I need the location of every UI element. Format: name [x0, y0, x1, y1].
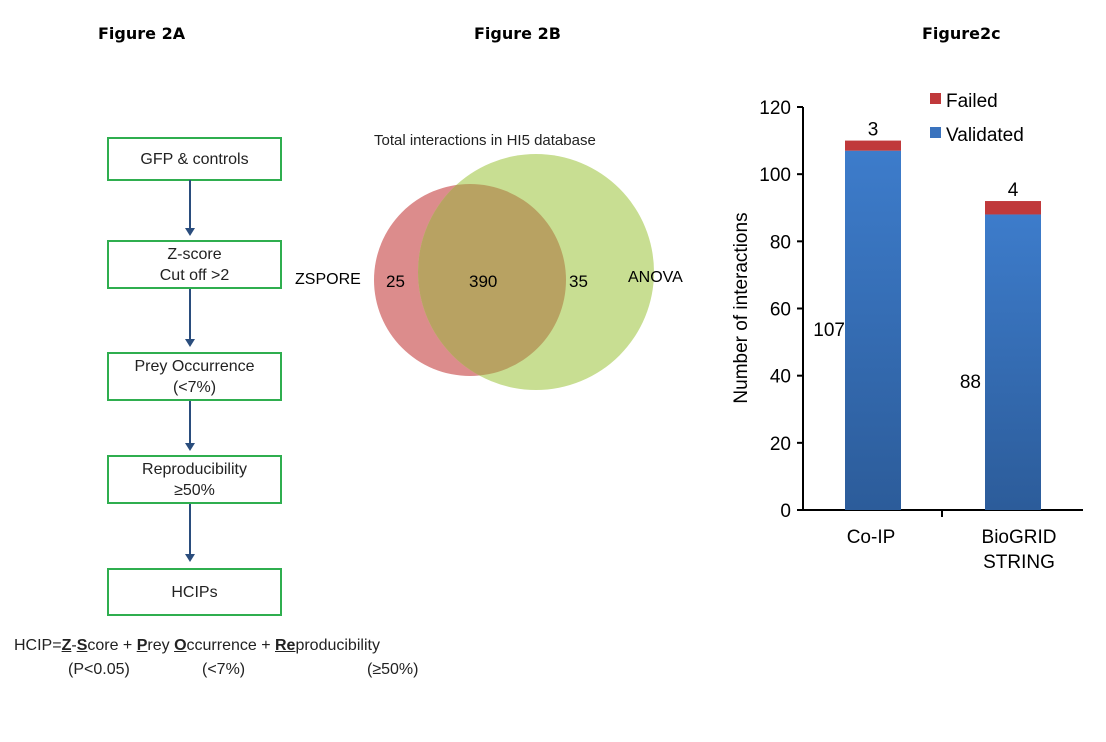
formula-part: rey — [147, 637, 175, 654]
venn-left-count: 25 — [386, 272, 405, 291]
formula-part: - — [71, 637, 77, 654]
formula-part: O — [174, 637, 187, 654]
step-line: Cut off >2 — [159, 266, 230, 284]
figure-2c-title: Figure2c — [922, 24, 1001, 43]
formula-part: S — [76, 637, 88, 654]
data-label-validated: 88 — [960, 372, 981, 393]
y-axis-label: Number of interactions — [731, 212, 752, 403]
flow-step-hcips: HCIPs — [107, 568, 282, 616]
step-line: Reproducibility — [142, 460, 247, 478]
formula-part: ccurrence + — [186, 637, 275, 654]
data-label-failed: 3 — [868, 120, 879, 141]
flow-step-zscore: Z-score Cut off >2 — [107, 240, 282, 289]
hcip-formula: HCIP=Z-Score + Prey Occurrence + Reprodu… — [14, 637, 380, 655]
legend-label: Validated — [946, 125, 1024, 146]
x-tick-label: STRING — [983, 552, 1055, 573]
y-tick-label: 20 — [770, 434, 791, 455]
y-tick-label: 0 — [780, 501, 791, 522]
formula-part: HCIP= — [14, 637, 62, 654]
legend-label: Failed — [946, 91, 998, 112]
arrow-down-icon — [185, 401, 195, 451]
figure-2b-title: Figure 2B — [474, 24, 561, 43]
venn-right-count: 35 — [569, 272, 588, 291]
y-tick-label: 60 — [770, 300, 791, 321]
y-tick-label: 100 — [759, 165, 791, 186]
step-line: ≥50% — [174, 481, 215, 499]
flow-step-prey-occurrence: Prey Occurrence (<7%) — [107, 352, 282, 401]
step-line: (<7%) — [172, 378, 217, 396]
formula-part: core + — [87, 637, 137, 654]
data-label-validated: 107 — [813, 320, 845, 341]
formula-part: producibility — [295, 637, 380, 654]
venn-overlap — [418, 184, 566, 376]
y-tick-label: 80 — [770, 232, 791, 253]
y-tick-label: 40 — [770, 367, 791, 388]
flow-step-gfp-controls: GFP & controls — [107, 137, 282, 181]
step-line: Prey Occurrence — [134, 357, 255, 375]
formula-part: P — [136, 637, 148, 654]
x-tick-label: Co-IP — [847, 527, 896, 548]
bar-failed — [845, 140, 901, 151]
legend-swatch — [930, 93, 941, 104]
venn-left-label: ZSPORE — [295, 271, 361, 288]
arrow-down-icon — [185, 504, 195, 562]
formula-part: Re — [275, 637, 296, 654]
arrow-down-icon — [185, 180, 195, 236]
data-label-failed: 4 — [1008, 180, 1019, 201]
y-tick-label: 120 — [759, 98, 791, 119]
step-line: HCIPs — [171, 583, 218, 601]
venn-overlap-count: 390 — [469, 272, 498, 291]
bar-validated — [985, 214, 1041, 510]
venn-subtitle: Total interactions in HI5 database — [374, 132, 596, 149]
venn-right-label: ANOVA — [628, 269, 683, 286]
flow-step-reproducibility: Reproducibility ≥50% — [107, 455, 282, 504]
figure-2a-title: Figure 2A — [98, 24, 186, 43]
formula-sub-repro: (≥50%) — [367, 661, 419, 678]
step-line: Z-score — [167, 245, 222, 263]
venn-diagram — [374, 154, 654, 390]
bar-failed — [985, 201, 1041, 215]
x-tick-label: BioGRID — [982, 527, 1057, 548]
legend-swatch — [930, 127, 941, 138]
formula-sub-zscore: (P<0.05) — [68, 661, 130, 678]
arrow-down-icon — [185, 289, 195, 347]
step-line: GFP & controls — [140, 150, 249, 168]
bar-validated — [845, 150, 901, 511]
formula-part: Z — [61, 637, 72, 654]
formula-sub-prey: (<7%) — [202, 661, 246, 678]
